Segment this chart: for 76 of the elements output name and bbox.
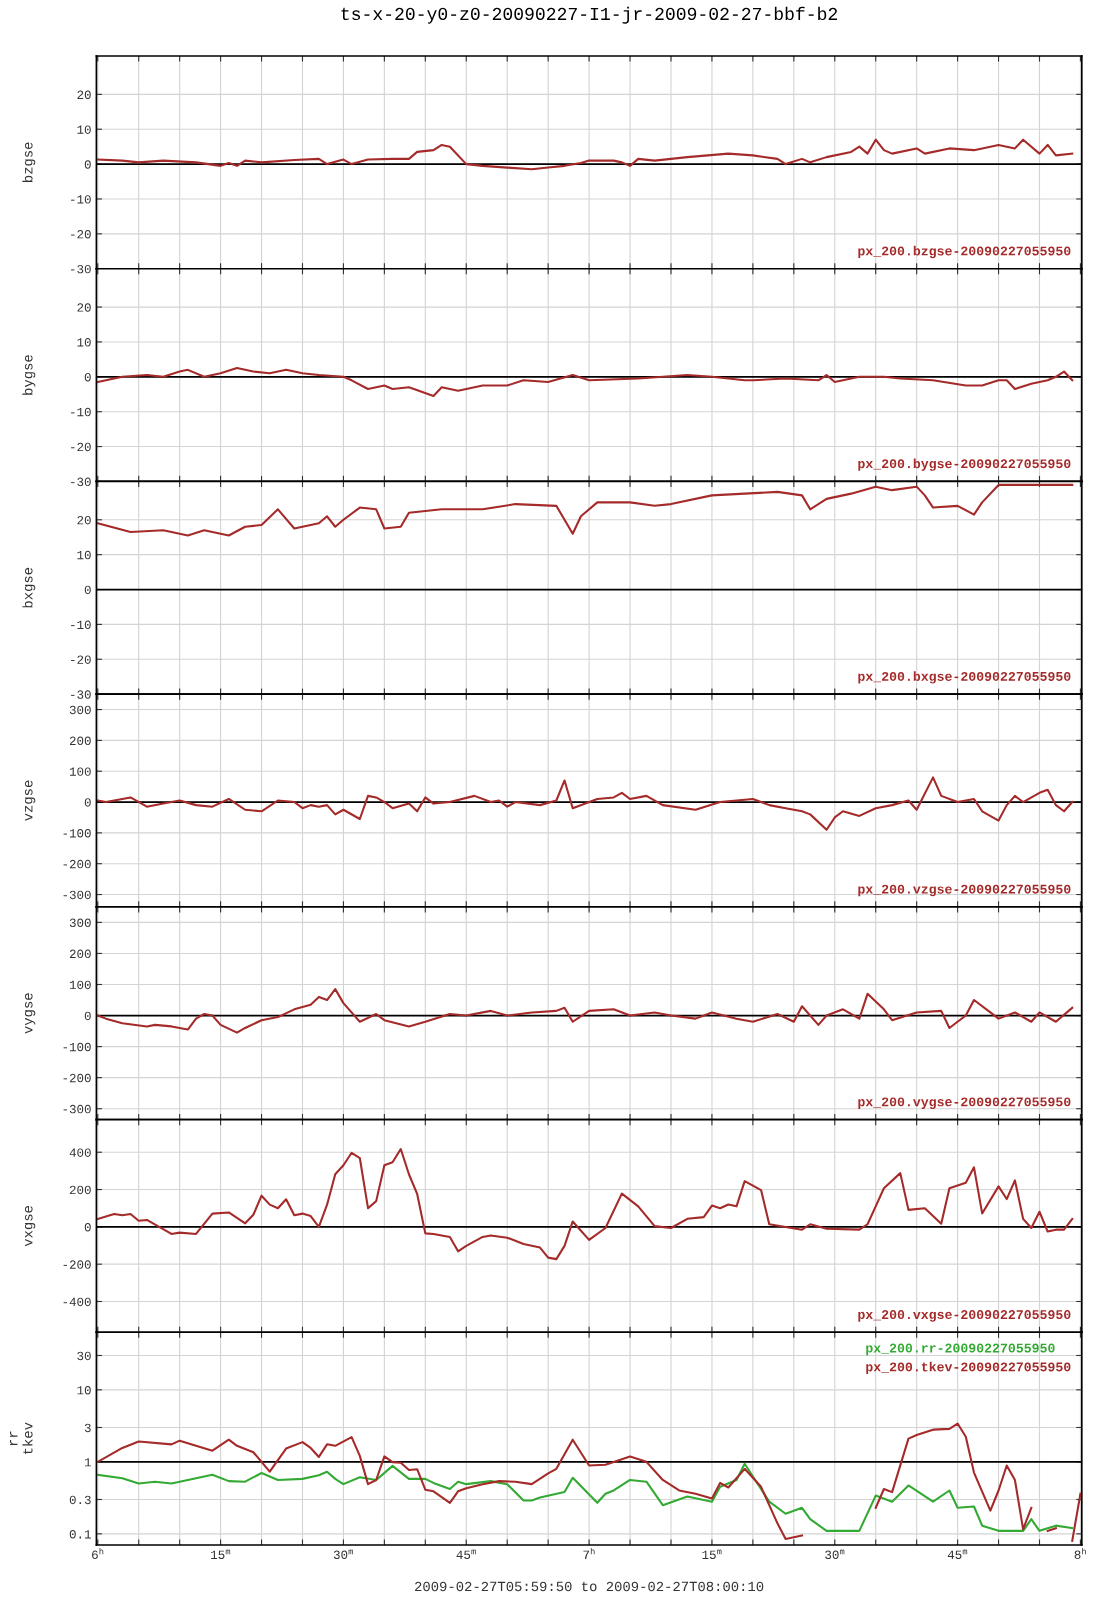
x-tick-label: 30$^{m}$ [333,1549,353,1559]
chart-title: ts-x-20-y0-z0-20090227-I1-jr-2009-02-27-bbf-b2 [341,6,838,24]
y-tick-label: 100 [69,767,91,776]
line-series [96,1462,1074,1532]
y-tick-label: 3 [84,1423,91,1433]
y-tick-label: -200 [63,1073,91,1083]
y-axis-title: bxgse [22,567,36,608]
x-axis-title: 2009-02-27T05:59:50 to 2009-02-27T08:00:10 [415,1581,764,1592]
line-series [96,1148,1074,1261]
y-tick-label: 20 [77,515,91,525]
y-tick-label: 0.1 [69,1530,91,1539]
y-axis-title: vxgse [24,1206,36,1247]
y-tick-label: 0 [84,160,91,169]
y-tick-label: -400 [63,1297,91,1307]
line-series [96,483,1074,537]
y-tick-label: -300 [63,1104,91,1114]
y-tick-label: 200 [69,949,91,959]
line-series [96,776,1074,831]
y-tick-label: 0 [84,1223,91,1232]
y-tick-label: -30 [71,690,91,699]
line-series [96,138,1074,171]
y-tick-label: 10 [77,1386,91,1395]
x-tick-label: 30$^{m}$ [825,1549,845,1559]
y-tick-label: 0 [84,798,91,807]
line-series [96,988,1074,1034]
x-tick-label: 8$^{h}$ [1074,1547,1086,1560]
y-tick-label: 10 [77,550,91,560]
y-tick-label: -30 [71,264,91,274]
y-tick-label: -200 [63,859,91,869]
y-tick-label: -20 [71,230,91,239]
y-tick-label: 200 [69,1185,91,1195]
y-tick-label: 300 [69,918,91,928]
y-tick-label: 300 [69,705,91,715]
line-series [96,367,1074,398]
y-tick-label: -10 [71,407,91,417]
y-tick-label: -20 [71,655,91,664]
x-tick-label: 45$^{m}$ [456,1549,476,1559]
y-tick-label: 0 [84,372,91,382]
text: px_200.rr-20090227055950 [866,1343,1055,1356]
y-tick-label: 10 [77,338,91,347]
y-tick-label: -200 [63,1260,91,1269]
text: px_200.bxgse-20090227055950 [858,671,1071,684]
text: px_200.vxgse-20090227055950 [858,1310,1071,1322]
y-axis-title: bzgse [22,142,36,182]
y-tick-label: -300 [63,890,91,900]
x-tick-label: 15$^{m}$ [211,1549,231,1559]
y-axis-title: vzgse [24,780,36,821]
y-axis-title: vygse [24,993,36,1034]
y-tick-label: -20 [71,442,91,452]
y-tick-label: 10 [77,125,91,134]
text: px_200.vygse-20090227055950 [858,1097,1071,1110]
x-tick-label: 7$^{h}$ [583,1547,595,1559]
text: px_200.bzgse-20090227055950 [858,245,1071,259]
text: px_200.tkev-20090227055950 [866,1361,1071,1375]
y-tick-label: 100 [69,980,91,990]
y-tick-label: 0.3 [69,1495,91,1505]
text: px_200.vzgse-20090227055950 [858,884,1071,897]
y-tick-label: -100 [63,1042,91,1052]
x-tick-label: 45$^{m}$ [947,1549,968,1559]
text: px_200.bygse-20090227055950 [858,458,1071,471]
y-tick-label: 20 [77,90,91,100]
y-axis-title: rr tkev [9,1422,33,1455]
y-tick-label: 0 [84,1011,91,1021]
y-tick-label: -30 [71,477,91,487]
y-tick-label: 20 [77,303,91,312]
y-tick-label: 30 [77,1351,91,1361]
y-tick-label: -10 [71,195,91,204]
y-tick-label: 1 [84,1458,91,1467]
x-tick-label: 6$^{h}$ [92,1547,104,1560]
y-axis-title: bygse [22,355,36,395]
y-tick-label: -100 [63,829,91,838]
y-tick-label: -10 [71,620,91,630]
x-tick-label: 15$^{m}$ [702,1549,722,1559]
y-tick-label: 200 [69,736,91,746]
y-tick-label: 400 [69,1148,91,1157]
y-tick-label: 0 [84,585,91,595]
